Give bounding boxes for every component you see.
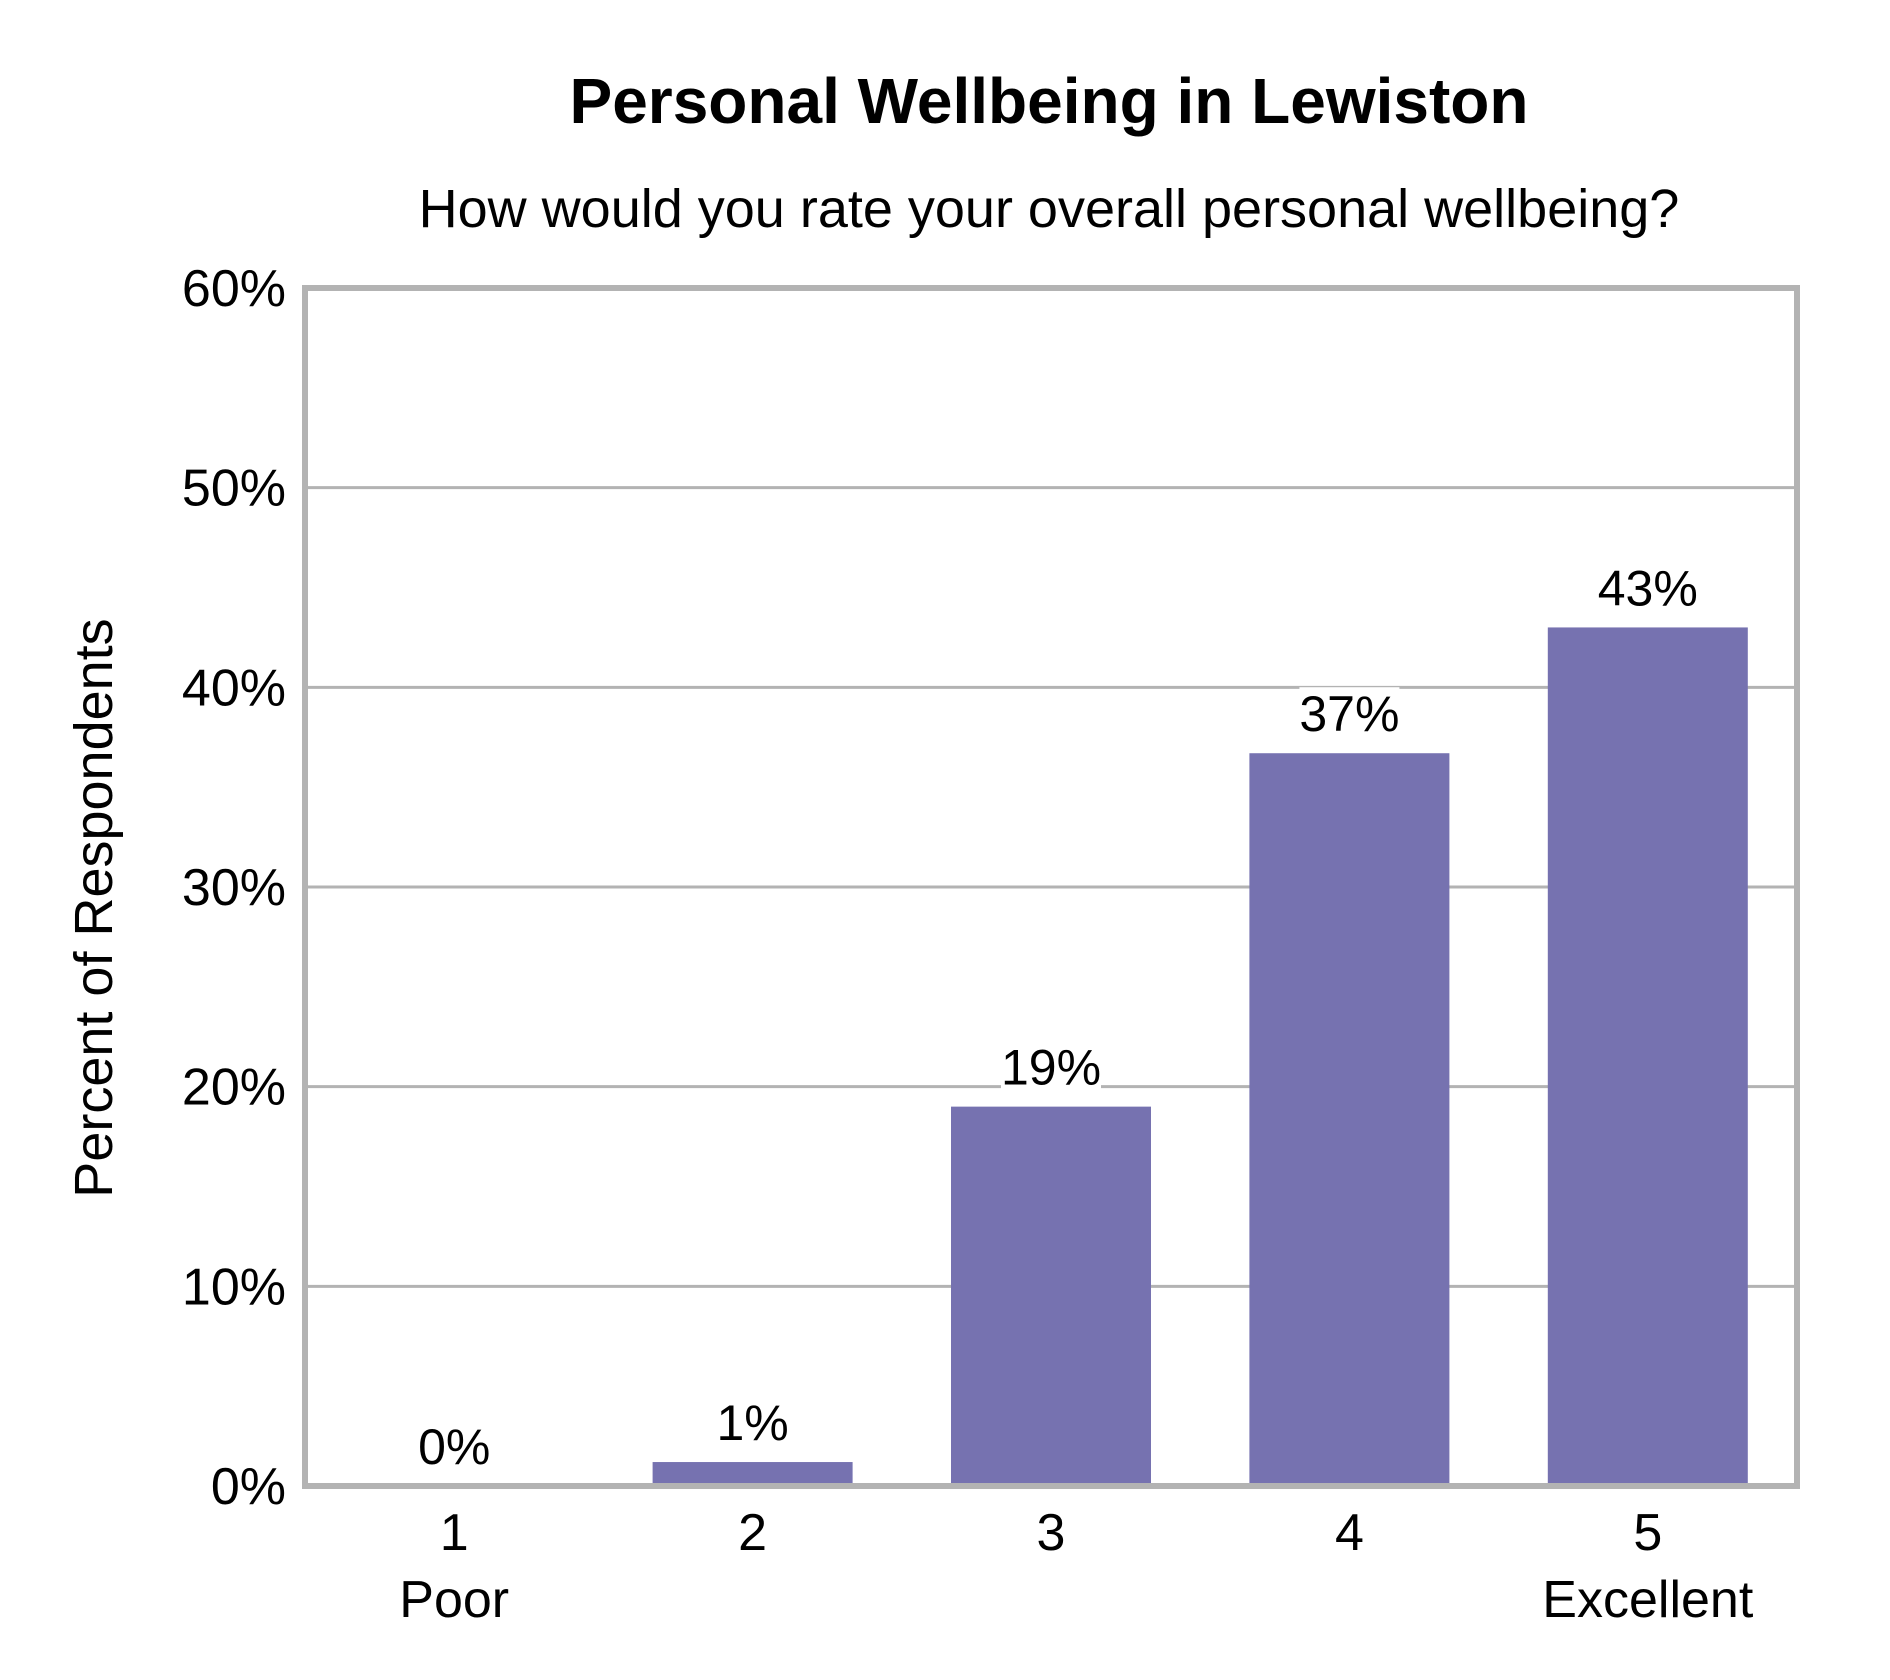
- bars: [652, 627, 1748, 1486]
- data-labels: 0% 1% 19% 37% 43%: [418, 560, 1698, 1476]
- y-tick-label: 10%: [182, 1258, 286, 1316]
- data-label-bg: [716, 1396, 789, 1453]
- y-axis-title: Percent of Respondents: [64, 618, 124, 1197]
- x-tick-label: 3: [1037, 1504, 1066, 1562]
- bar-4: [1249, 753, 1450, 1486]
- chart-title: Personal Wellbeing in Lewiston: [570, 65, 1529, 137]
- y-tick-label: 20%: [182, 1059, 286, 1117]
- bar-3: [951, 1106, 1151, 1486]
- data-label-bg: [418, 1420, 491, 1476]
- x-tick-label: 1: [440, 1504, 469, 1562]
- x-tick-label: 4: [1335, 1504, 1364, 1562]
- plot-border: [302, 285, 1800, 1489]
- data-label-bg: [1299, 687, 1400, 744]
- x-tick-label: 2: [738, 1504, 767, 1562]
- data-label: 19%: [1001, 1040, 1101, 1096]
- data-label: 37%: [1299, 686, 1399, 742]
- chart-subtitle: How would you rate your overall personal…: [419, 179, 1680, 239]
- data-label-bg: [1597, 561, 1698, 618]
- bar-5: [1547, 627, 1748, 1486]
- data-label: 0%: [418, 1419, 490, 1475]
- y-tick-label: 0%: [211, 1458, 286, 1516]
- x-tick-sublabel: Poor: [399, 1571, 509, 1629]
- y-tick-label: 30%: [182, 859, 286, 917]
- x-axis-ticks: 1 Poor 2 3 4 5 Excellent: [399, 1504, 1754, 1629]
- x-tick-sublabel: Excellent: [1542, 1571, 1754, 1629]
- data-label-bg: [1001, 1040, 1101, 1097]
- data-label: 43%: [1598, 560, 1698, 616]
- x-tick-label: 5: [1633, 1504, 1662, 1562]
- y-tick-label: 40%: [182, 659, 286, 717]
- bar-2: [652, 1462, 853, 1486]
- plot-frame: [302, 285, 1800, 1489]
- y-axis-ticks: 0% 10% 20% 30% 40% 50% 60%: [182, 260, 286, 1516]
- data-label: 1%: [716, 1395, 788, 1451]
- y-tick-label: 60%: [182, 260, 286, 318]
- y-tick-label: 50%: [182, 460, 286, 518]
